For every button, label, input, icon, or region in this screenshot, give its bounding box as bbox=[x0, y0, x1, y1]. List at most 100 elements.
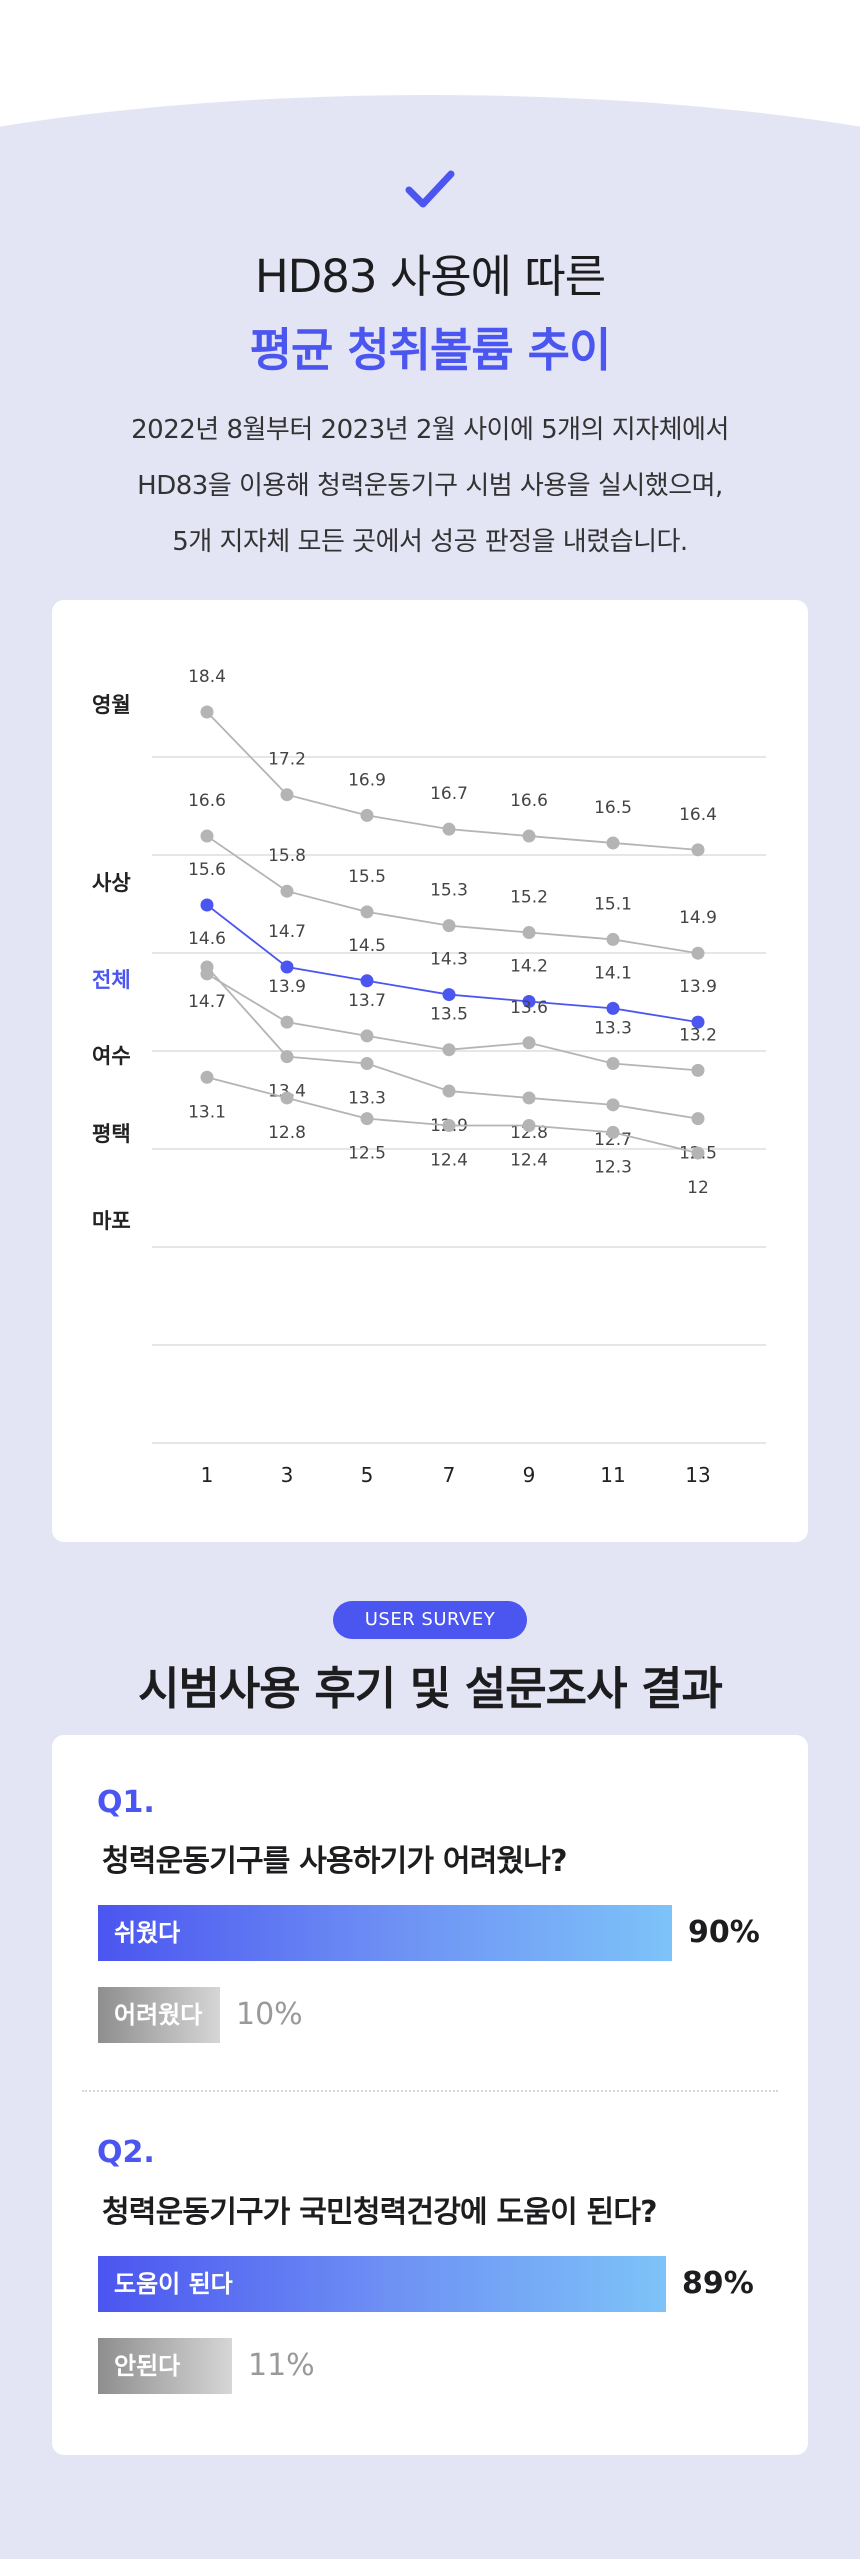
q2-answer-helpful-percent: 89% bbox=[682, 2266, 754, 2301]
series-6-point bbox=[606, 1125, 620, 1139]
series-4-name-label: 여수 bbox=[92, 1044, 131, 1068]
series-1-point bbox=[200, 705, 214, 719]
series-1-value-label: 16.5 bbox=[594, 798, 632, 818]
series-6-point bbox=[280, 1091, 294, 1105]
question-divider bbox=[82, 2090, 778, 2092]
series-3-point bbox=[606, 1001, 620, 1015]
page-title-line2: 평균 청취볼륨 추이 bbox=[249, 323, 612, 377]
series-4-value-label: 13.3 bbox=[594, 1018, 632, 1038]
q2-answer-not-helpful-bar: 안된다 bbox=[98, 2338, 232, 2394]
question-2-text: 청력운동기구가 국민청력건강에 도움이 된다? bbox=[102, 2195, 658, 2230]
series-4-point bbox=[360, 1029, 374, 1043]
series-5-point bbox=[522, 1091, 536, 1105]
series-1-value-label: 18.4 bbox=[188, 667, 226, 687]
series-1-name-label: 영월 bbox=[92, 693, 131, 717]
series-6-value-label: 12.5 bbox=[348, 1144, 386, 1164]
series-5-point bbox=[442, 1084, 456, 1098]
series-4-value-label: 13.7 bbox=[348, 991, 386, 1011]
series-1-value-label: 16.4 bbox=[679, 805, 717, 825]
intro-line-1: 2022년 8월부터 2023년 2월 사이에 5개의 지자체에서 bbox=[131, 415, 729, 445]
checkmark-icon bbox=[405, 170, 455, 208]
series-3-point bbox=[360, 974, 374, 988]
series-4-value-label: 13.2 bbox=[679, 1025, 717, 1045]
series-6-name-label: 마포 bbox=[92, 1209, 131, 1233]
series-4-value-label: 13.5 bbox=[430, 1005, 468, 1025]
series-2-point bbox=[200, 829, 214, 843]
series-1-point bbox=[522, 829, 536, 843]
series-2-point bbox=[606, 932, 620, 946]
x-tick-label: 9 bbox=[523, 1463, 536, 1487]
x-tick-label: 3 bbox=[281, 1463, 294, 1487]
series-6-value-label: 12.4 bbox=[510, 1151, 548, 1171]
series-1-point bbox=[360, 808, 374, 822]
series-3-point bbox=[200, 898, 214, 912]
question-1-number: Q1. bbox=[97, 1785, 155, 1820]
survey-card: Q1. 청력운동기구를 사용하기가 어려웠나? 쉬웠다 90% 어려웠다 10%… bbox=[52, 1735, 808, 2455]
survey-section-title: 시범사용 후기 및 설문조사 결과 bbox=[138, 1662, 723, 1715]
series-4-point bbox=[522, 1036, 536, 1050]
series-2-point bbox=[280, 884, 294, 898]
x-tick-label: 13 bbox=[685, 1463, 710, 1487]
q1-answer-hard-percent: 10% bbox=[236, 1997, 303, 2032]
series-3-point bbox=[691, 1015, 705, 1029]
series-4-point bbox=[442, 1043, 456, 1057]
series-2-value-label: 15.3 bbox=[430, 881, 468, 901]
series-5-point bbox=[691, 1112, 705, 1126]
series-6-point bbox=[691, 1146, 705, 1160]
series-2-value-label: 14.9 bbox=[679, 908, 717, 928]
series-5-value-label: 14.7 bbox=[188, 992, 226, 1012]
series-6-value-label: 12.3 bbox=[594, 1157, 632, 1177]
series-2-point bbox=[442, 919, 456, 933]
series-2-value-label: 15.8 bbox=[268, 846, 306, 866]
series-4-point bbox=[691, 1063, 705, 1077]
series-3-value-label: 14.1 bbox=[594, 963, 632, 983]
series-6-value-label: 12.4 bbox=[430, 1151, 468, 1171]
series-2-point bbox=[360, 905, 374, 919]
series-3-name-label: 전체 bbox=[92, 968, 131, 992]
q1-answer-easy-bar: 쉬웠다 bbox=[98, 1905, 672, 1961]
series-6-value-label: 13.1 bbox=[188, 1102, 226, 1122]
series-3-point bbox=[522, 994, 536, 1008]
series-5-value-label: 12.8 bbox=[510, 1123, 548, 1143]
series-4-point bbox=[606, 1056, 620, 1070]
series-3-value-label: 13.9 bbox=[679, 977, 717, 997]
series-3-value-label: 14.2 bbox=[510, 956, 548, 976]
series-3-value-label: 14.7 bbox=[268, 922, 306, 942]
user-survey-badge: USER SURVEY bbox=[333, 1601, 527, 1639]
series-3-point bbox=[280, 960, 294, 974]
series-2-value-label: 15.5 bbox=[348, 867, 386, 887]
series-2-value-label: 15.2 bbox=[510, 888, 548, 908]
series-4-point bbox=[280, 1015, 294, 1029]
series-6-point bbox=[200, 1070, 214, 1084]
series-4-value-label: 13.9 bbox=[268, 977, 306, 997]
series-5-point bbox=[606, 1098, 620, 1112]
series-1-value-label: 16.7 bbox=[430, 784, 468, 804]
q1-answer-easy-percent: 90% bbox=[688, 1915, 760, 1950]
series-6-value-label: 12.8 bbox=[268, 1123, 306, 1143]
series-2-value-label: 16.6 bbox=[188, 791, 226, 811]
series-1-point bbox=[691, 843, 705, 857]
series-6-value-label: 12 bbox=[687, 1178, 709, 1198]
series-1-value-label: 17.2 bbox=[268, 750, 306, 770]
intro-description: 2022년 8월부터 2023년 2월 사이에 5개의 지자체에서 HD83을 … bbox=[0, 402, 860, 570]
q1-answer-hard-bar: 어려웠다 bbox=[98, 1987, 220, 2043]
intro-line-2: HD83을 이용해 청력운동기구 시범 사용을 실시했으며, bbox=[137, 471, 723, 501]
series-1-value-label: 16.9 bbox=[348, 770, 386, 790]
series-6-point bbox=[442, 1119, 456, 1133]
series-2-name-label: 사상 bbox=[92, 871, 131, 895]
series-1-point bbox=[606, 836, 620, 850]
series-5-name-label: 평택 bbox=[92, 1122, 131, 1146]
chart-card: 1 3 5 7 9 11 13 18.4 17.2 16.9 16.7 16.6 16.5 16.4 영월 1… bbox=[52, 600, 808, 1542]
series-3-value-label: 15.6 bbox=[188, 860, 226, 880]
series-2-point bbox=[691, 946, 705, 960]
x-tick-label: 11 bbox=[600, 1463, 625, 1487]
series-5-point bbox=[360, 1056, 374, 1070]
question-2-number: Q2. bbox=[97, 2135, 155, 2170]
x-tick-label: 5 bbox=[361, 1463, 374, 1487]
series-1-point bbox=[280, 788, 294, 802]
series-5-point bbox=[200, 960, 214, 974]
intro-line-3: 5개 지자체 모든 곳에서 성공 판정을 내렸습니다. bbox=[172, 527, 688, 557]
series-4-value-label: 14.6 bbox=[188, 929, 226, 949]
series-6-point bbox=[360, 1112, 374, 1126]
